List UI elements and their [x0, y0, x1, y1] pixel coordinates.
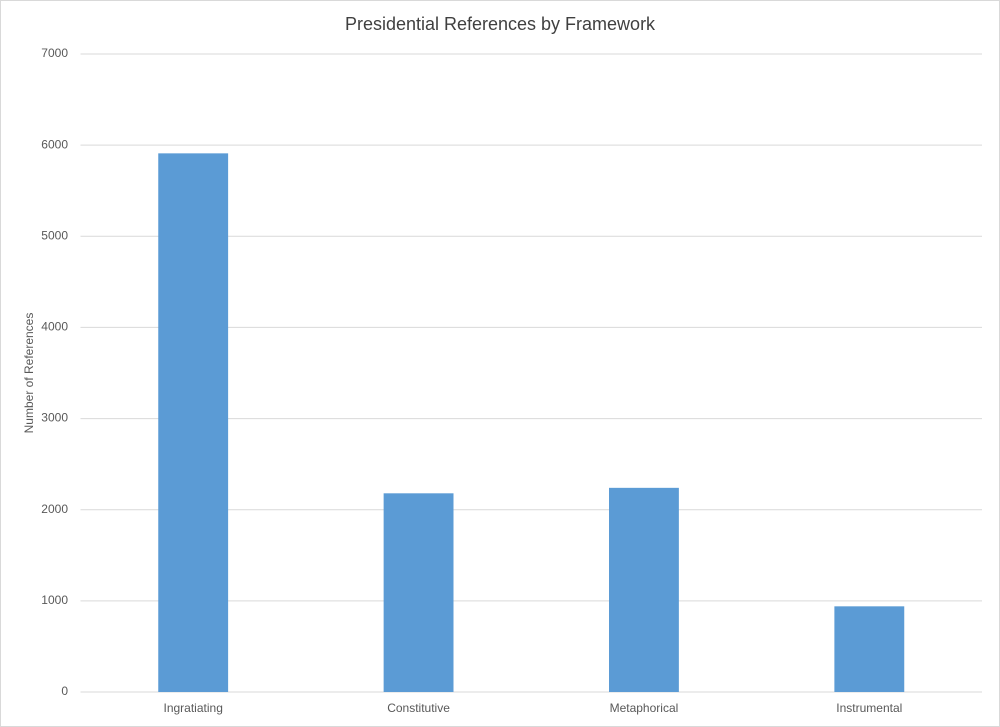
y-tick-label: 5000 — [41, 228, 68, 242]
y-tick-label: 0 — [61, 684, 68, 698]
x-tick-label: Metaphorical — [610, 701, 679, 715]
bar — [158, 153, 229, 693]
chart-title: Presidential References by Framework — [345, 14, 656, 34]
x-tick-label: Constitutive — [387, 701, 450, 715]
y-tick-label: 4000 — [41, 320, 68, 334]
y-tick-label: 2000 — [41, 502, 68, 516]
y-tick-label: 3000 — [41, 411, 68, 425]
bar — [609, 487, 679, 692]
y-axis-label: Number of References — [22, 313, 36, 434]
y-tick-label: 6000 — [41, 137, 68, 151]
x-tick-label: Instrumental — [836, 701, 902, 715]
x-tick-label: Ingratiating — [164, 701, 223, 715]
y-tick-label: 7000 — [41, 46, 68, 60]
y-tick-label: 1000 — [41, 593, 68, 607]
bar — [383, 493, 454, 692]
bar — [834, 606, 905, 692]
